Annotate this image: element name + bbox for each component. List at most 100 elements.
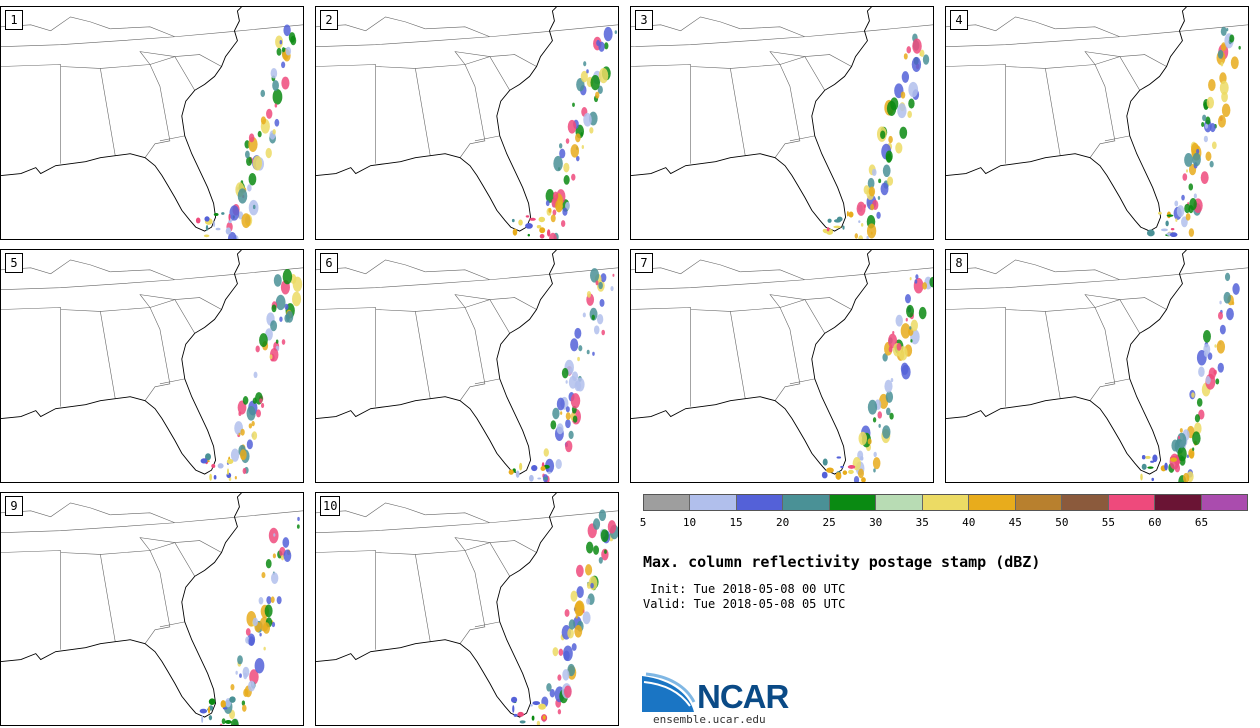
state-border xyxy=(1084,51,1120,65)
reflectivity-cell xyxy=(1219,300,1222,305)
reflectivity-cell xyxy=(909,276,912,281)
reflectivity-cell xyxy=(260,402,265,409)
reflectivity-cell xyxy=(586,582,592,589)
colorbar-tick-label: 30 xyxy=(869,516,883,529)
state-border xyxy=(489,297,537,310)
reflectivity-cell xyxy=(826,467,834,473)
reflectivity-cell xyxy=(229,696,236,703)
reflectivity-cell xyxy=(1230,56,1239,70)
reflectivity-cell xyxy=(1198,366,1205,378)
state-border xyxy=(149,56,195,91)
reflectivity-cell xyxy=(550,420,557,430)
reflectivity-cell xyxy=(1185,213,1191,221)
reflectivity-cell xyxy=(914,279,918,284)
reflectivity-cell xyxy=(255,345,260,353)
state-border xyxy=(779,299,825,334)
reflectivity-cell xyxy=(248,133,255,143)
reflectivity-cell xyxy=(918,306,927,320)
reflectivity-cell xyxy=(882,164,891,178)
state-border xyxy=(1045,64,1116,158)
reflectivity-cell xyxy=(552,647,559,657)
reflectivity-cell xyxy=(550,214,556,223)
coastline xyxy=(946,250,1187,475)
reflectivity-cell xyxy=(572,102,575,107)
reflectivity-cell xyxy=(580,132,584,137)
reflectivity-cell xyxy=(1231,301,1235,306)
reflectivity-cell xyxy=(221,718,226,725)
state-border xyxy=(789,135,815,142)
state-border xyxy=(316,510,618,533)
reflectivity-cell xyxy=(259,398,263,404)
state-border xyxy=(1,16,111,32)
reflectivity-cell xyxy=(581,145,585,149)
colorbar-segment xyxy=(736,495,784,510)
reflectivity-cell xyxy=(1164,462,1168,471)
state-border xyxy=(474,135,500,142)
reflectivity-cell xyxy=(895,142,903,154)
reflectivity-cell xyxy=(560,220,566,228)
postage-stamp-panel: 4 xyxy=(945,6,1249,240)
reflectivity-cell xyxy=(553,155,563,172)
reflectivity-cell xyxy=(568,430,574,440)
reflectivity-cell xyxy=(860,223,864,227)
reflectivity-cell xyxy=(547,471,551,474)
reflectivity-cell xyxy=(281,47,286,53)
reflectivity-cell xyxy=(1223,291,1231,304)
reflectivity-cell xyxy=(248,423,253,429)
reflectivity-cell xyxy=(842,225,845,230)
reflectivity-cell xyxy=(281,76,290,90)
reflectivity-cell xyxy=(205,225,209,231)
reflectivity-cell xyxy=(517,711,524,717)
reflectivity-cell xyxy=(512,228,518,236)
reflectivity-cell xyxy=(586,290,592,298)
state-border xyxy=(464,299,510,334)
reflectivity-cell xyxy=(910,319,918,332)
member-number: 8 xyxy=(950,253,968,273)
reflectivity-cell xyxy=(203,234,210,238)
reflectivity-cell xyxy=(591,314,595,320)
reflectivity-cell xyxy=(242,467,247,475)
reflectivity-cell xyxy=(261,572,266,579)
reflectivity-cell xyxy=(284,303,289,310)
reflectivity-cell xyxy=(922,54,930,65)
reflectivity-cell xyxy=(590,582,594,589)
reflectivity-cell xyxy=(565,406,570,413)
reflectivity-cell xyxy=(900,362,909,375)
reflectivity-cell xyxy=(263,646,266,651)
member-number: 10 xyxy=(320,496,341,516)
reflectivity-cell xyxy=(291,291,302,307)
reflectivity-cell xyxy=(237,188,248,204)
reflectivity-cell xyxy=(555,458,562,470)
reflectivity-cell xyxy=(877,195,881,200)
coastline xyxy=(1,7,242,232)
reflectivity-cell xyxy=(282,269,293,285)
reflectivity-cell xyxy=(1217,49,1224,59)
reflectivity-cell xyxy=(848,211,854,218)
state-border xyxy=(139,294,175,308)
reflectivity-cell xyxy=(519,720,526,724)
reflectivity-cell xyxy=(275,339,279,344)
member-number: 4 xyxy=(950,10,968,30)
reflectivity-cell xyxy=(219,723,223,725)
reflectivity-cell xyxy=(266,596,272,605)
reflectivity-cell xyxy=(274,118,280,127)
reflectivity-cell xyxy=(586,69,589,74)
reflectivity-cell xyxy=(1217,362,1224,373)
reflectivity-cell xyxy=(228,219,232,224)
reflectivity-cell xyxy=(598,41,605,52)
ncar-logo-text: NCAR xyxy=(697,678,789,715)
reflectivity-cell xyxy=(258,597,264,605)
reflectivity-cell xyxy=(1176,432,1187,449)
reflectivity-cell xyxy=(571,173,576,181)
reflectivity-cell xyxy=(275,294,286,311)
state-border xyxy=(1,550,61,650)
reflectivity-cell xyxy=(595,91,600,99)
reflectivity-cell xyxy=(567,628,574,639)
state-border xyxy=(174,297,222,310)
reflectivity-cell xyxy=(565,201,571,210)
reflectivity-cell xyxy=(904,294,911,304)
reflectivity-cell xyxy=(558,143,563,149)
state-border xyxy=(316,307,376,407)
reflectivity-cell xyxy=(867,399,878,415)
reflectivity-cell xyxy=(592,351,595,356)
